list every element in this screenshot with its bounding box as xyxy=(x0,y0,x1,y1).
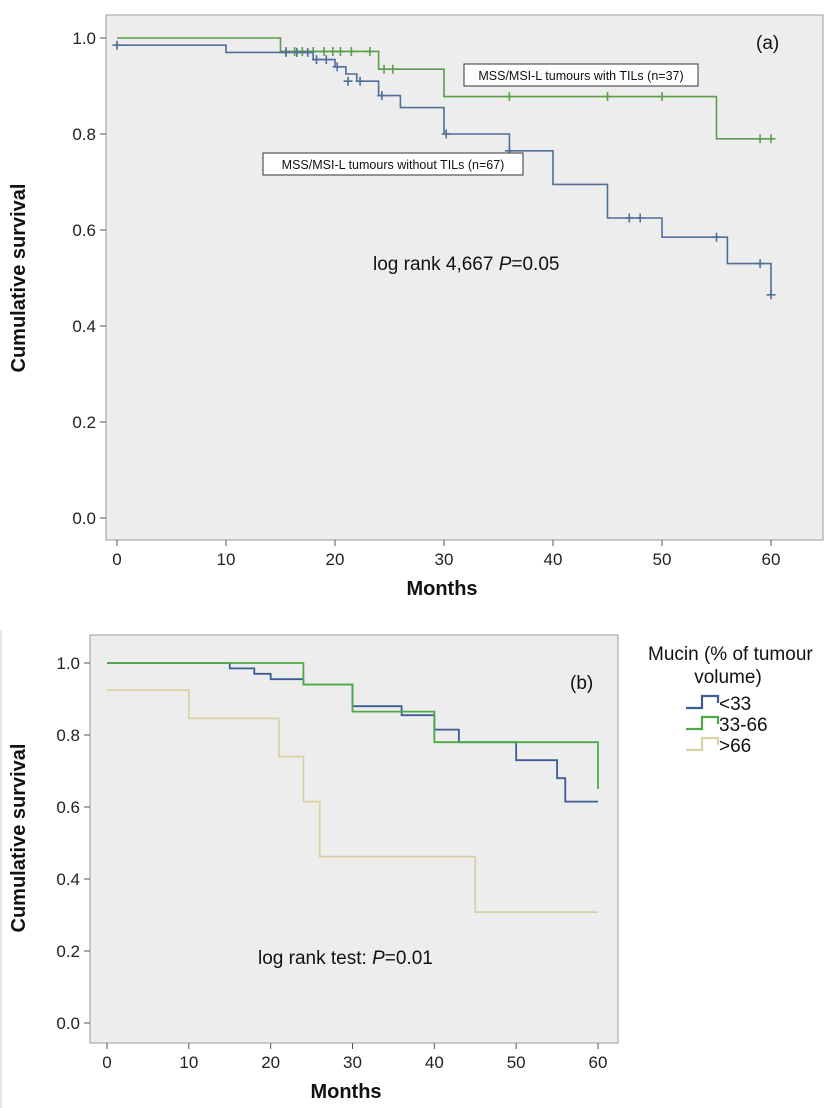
censor-mark xyxy=(624,213,634,223)
censor-mark xyxy=(281,47,291,57)
censor-mark xyxy=(635,213,645,223)
plot-area-a xyxy=(105,14,824,541)
series-line-a-2 xyxy=(117,44,772,295)
x-tick-label: 10 xyxy=(217,550,236,569)
y-tick-label: 0.0 xyxy=(56,1014,80,1033)
y-tick-label: 0.6 xyxy=(72,221,96,240)
censor-mark xyxy=(755,134,765,144)
series-line-b-2 xyxy=(107,662,599,789)
censor-mark xyxy=(335,46,345,56)
logrank-annotation-b: log rank test: P=0.01 xyxy=(258,948,433,969)
censor-mark xyxy=(303,47,313,57)
logrank-annotation-a: log rank 4,667 P=0.05 xyxy=(373,254,559,275)
x-axis-title-a: Months xyxy=(406,578,477,600)
series-line-a-1 xyxy=(117,37,771,140)
censor-mark xyxy=(712,232,721,242)
x-tick-label: 40 xyxy=(425,1053,444,1072)
x-tick-label: 50 xyxy=(507,1053,526,1072)
y-tick-label: 1.0 xyxy=(72,29,96,48)
censor-mark xyxy=(321,55,331,65)
legend-swatch xyxy=(686,715,720,731)
censor-mark xyxy=(292,47,302,57)
censor-mark xyxy=(328,46,338,56)
y-tick-label: 0.8 xyxy=(72,125,96,144)
censor-mark xyxy=(766,134,776,144)
censor-mark xyxy=(332,62,342,72)
panel-a: 0.0 0.2 0.4 0.6 0.8 1.0 0 10 20 30 40 50 60 (a) MSS… xyxy=(8,14,824,600)
series-label-box-with-tils xyxy=(463,63,699,87)
legend-title-line1: Mucin (% of tumour xyxy=(648,644,813,665)
censor-mark xyxy=(441,129,451,139)
x-tick-label: 0 xyxy=(112,550,121,569)
censor-mark xyxy=(766,290,776,300)
censor-mark xyxy=(346,46,356,56)
censor-mark xyxy=(319,46,329,56)
y-tick-label: 0.4 xyxy=(56,870,80,889)
series-label-box-without-tils xyxy=(262,152,524,176)
x-tick-label: 20 xyxy=(326,550,345,569)
x-tick-label: 60 xyxy=(762,550,781,569)
y-tick-label: 0.2 xyxy=(72,413,96,432)
y-tick-label: 0.8 xyxy=(56,726,80,745)
censor-mark xyxy=(365,46,375,56)
y-tick-label: 0.0 xyxy=(72,509,96,528)
censor-mark xyxy=(755,259,765,269)
x-axis-a: 0 10 20 30 40 50 60 xyxy=(112,540,780,569)
y-axis-a: 0.0 0.2 0.4 0.6 0.8 1.0 xyxy=(72,29,106,528)
series-group-b xyxy=(107,662,599,914)
y-axis-b: 0.0 0.2 0.4 0.6 0.8 1.0 xyxy=(56,654,90,1033)
panel-label-b: (b) xyxy=(570,673,593,694)
legend-title-line2: volume) xyxy=(694,667,762,688)
censor-mark xyxy=(112,40,122,50)
x-tick-label: 0 xyxy=(102,1053,111,1072)
censor-mark xyxy=(377,91,387,101)
censor-mark xyxy=(603,92,612,102)
y-tick-label: 0.2 xyxy=(56,942,80,961)
censor-mark xyxy=(657,92,667,102)
y-tick-label: 0.6 xyxy=(56,798,80,817)
series-label-without-tils: MSS/MSI-L tumours without TILs (n=67) xyxy=(282,158,505,172)
censor-mark xyxy=(504,92,514,102)
y-axis-title-b: Cumulative survival xyxy=(8,744,30,933)
series-group-a xyxy=(112,37,776,300)
legend-swatch xyxy=(686,736,720,752)
x-tick-label: 50 xyxy=(653,550,672,569)
censor-mark xyxy=(290,46,300,56)
legend-label: 33-66 xyxy=(719,715,768,736)
censor-mark xyxy=(355,76,365,86)
censor-mark xyxy=(311,55,321,65)
censor-mark xyxy=(379,64,389,74)
x-axis-title-b: Months xyxy=(310,1081,381,1103)
legend-swatch xyxy=(686,694,720,710)
censor-mark xyxy=(343,76,353,86)
legend-label: >66 xyxy=(719,736,751,757)
legend-label: <33 xyxy=(719,694,751,715)
x-tick-label: 20 xyxy=(261,1053,280,1072)
x-tick-label: 10 xyxy=(179,1053,198,1072)
x-tick-label: 60 xyxy=(589,1053,608,1072)
series-line-b-3 xyxy=(107,689,598,914)
panel-label-a: (a) xyxy=(756,33,779,54)
x-tick-label: 30 xyxy=(435,550,454,569)
x-tick-label: 30 xyxy=(343,1053,362,1072)
y-tick-label: 1.0 xyxy=(56,654,80,673)
censor-mark xyxy=(297,46,307,56)
panel-b: 0.0 0.2 0.4 0.6 0.8 1.0 0 10 20 30 40 50 60 (b) log… xyxy=(0,630,813,1108)
x-axis-b: 0 10 20 30 40 50 60 xyxy=(102,1043,607,1072)
y-axis-title-a: Cumulative survival xyxy=(8,184,30,373)
y-tick-label: 0.4 xyxy=(72,317,96,336)
censor-mark xyxy=(388,64,398,74)
series-label-with-tils: MSS/MSI-L tumours with TILs (n=37) xyxy=(478,69,683,83)
x-tick-label: 40 xyxy=(544,550,563,569)
plot-area-b xyxy=(89,634,619,1044)
